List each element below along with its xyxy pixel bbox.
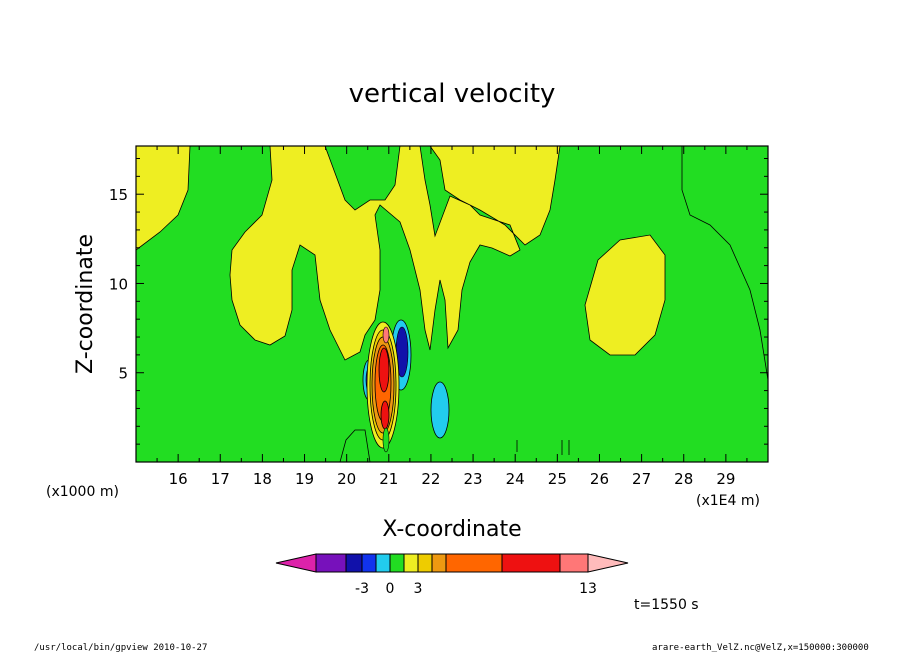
colorbar-segment	[375, 553, 391, 573]
y-tick-label: 10	[109, 275, 128, 293]
colorbar-segment	[315, 553, 347, 573]
colorbar-segment	[501, 553, 561, 573]
chart-title: vertical velocity	[349, 79, 556, 109]
y-tick-label: 5	[118, 365, 128, 383]
colorbar-label: 13	[579, 581, 597, 597]
colorbar-segment	[417, 553, 433, 573]
x-tick-label: 20	[337, 470, 356, 488]
time-label: t=1550 s	[634, 597, 699, 613]
colorbar-segment	[361, 553, 377, 573]
x-tick-label: 26	[590, 470, 609, 488]
x-tick-label: 21	[379, 470, 398, 488]
x-tick-label: 18	[253, 470, 272, 488]
colorbar-segment	[345, 553, 363, 573]
near-ground-patch	[382, 427, 390, 453]
colorbar-label: 0	[386, 581, 395, 597]
colorbar-segment	[389, 553, 405, 573]
x-tick-label: 22	[421, 470, 440, 488]
x-tick-label: 28	[674, 470, 693, 488]
colorbar-segment	[445, 553, 503, 573]
colorbar-segment	[431, 553, 447, 573]
colorbar-segment	[403, 553, 419, 573]
footer-left: /usr/local/bin/gpview 2010-10-27	[34, 643, 207, 653]
colorbar-label: -3	[355, 581, 369, 597]
plot-area	[136, 146, 768, 462]
footer-right: arare-earth_VelZ.nc@VelZ,x=150000:300000	[652, 643, 869, 653]
x-tick-label: 17	[211, 470, 230, 488]
y-unit-label: (x1000 m)	[46, 484, 119, 500]
x-axis-label: X-coordinate	[382, 517, 521, 542]
updraft-contour-6	[382, 326, 390, 344]
x-tick-label: 25	[548, 470, 567, 488]
y-tick-label: 15	[109, 186, 128, 204]
x-tick-label: 23	[464, 470, 483, 488]
colorbar-label: 3	[414, 581, 423, 597]
updraft-contour-5b	[380, 400, 390, 430]
x-tick-label: 24	[506, 470, 525, 488]
y-axis-ticks: 5 10 15	[109, 157, 768, 445]
field-region-positive-oval	[584, 234, 666, 356]
colorbar: -3 0 3 13	[275, 553, 629, 597]
colorbar-triangle-right	[587, 553, 629, 573]
updraft-contour-5	[378, 347, 390, 393]
x-tick-label: 19	[295, 470, 314, 488]
colorbar-segment	[559, 553, 589, 573]
x-tick-label: 27	[632, 470, 651, 488]
x-unit-label: (x1E4 m)	[696, 493, 760, 509]
x-tick-label: 16	[169, 470, 188, 488]
x-tick-label: 29	[716, 470, 735, 488]
colorbar-triangle-left	[275, 553, 317, 573]
downdraft-patch	[430, 381, 450, 439]
y-axis-label: Z-coordinate	[73, 234, 98, 374]
field-region-negative	[136, 146, 768, 462]
x-axis-ticks: 16 17 18 19 20 21 22 23 24 25 26 27 28 29	[135, 146, 769, 488]
